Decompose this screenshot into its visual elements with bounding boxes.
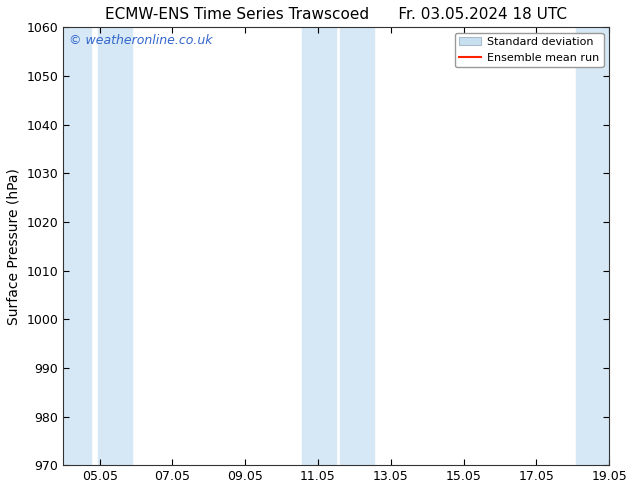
Y-axis label: Surface Pressure (hPa): Surface Pressure (hPa)	[7, 168, 21, 325]
Text: © weatheronline.co.uk: © weatheronline.co.uk	[68, 34, 212, 47]
Bar	[98, 27, 133, 465]
Legend: Standard deviation, Ensemble mean run: Standard deviation, Ensemble mean run	[455, 33, 604, 67]
Bar	[45, 27, 91, 465]
Bar	[302, 27, 336, 465]
Bar	[340, 27, 375, 465]
Title: ECMW-ENS Time Series Trawscoed      Fr. 03.05.2024 18 UTC: ECMW-ENS Time Series Trawscoed Fr. 03.05…	[105, 7, 567, 22]
Bar	[576, 27, 628, 465]
